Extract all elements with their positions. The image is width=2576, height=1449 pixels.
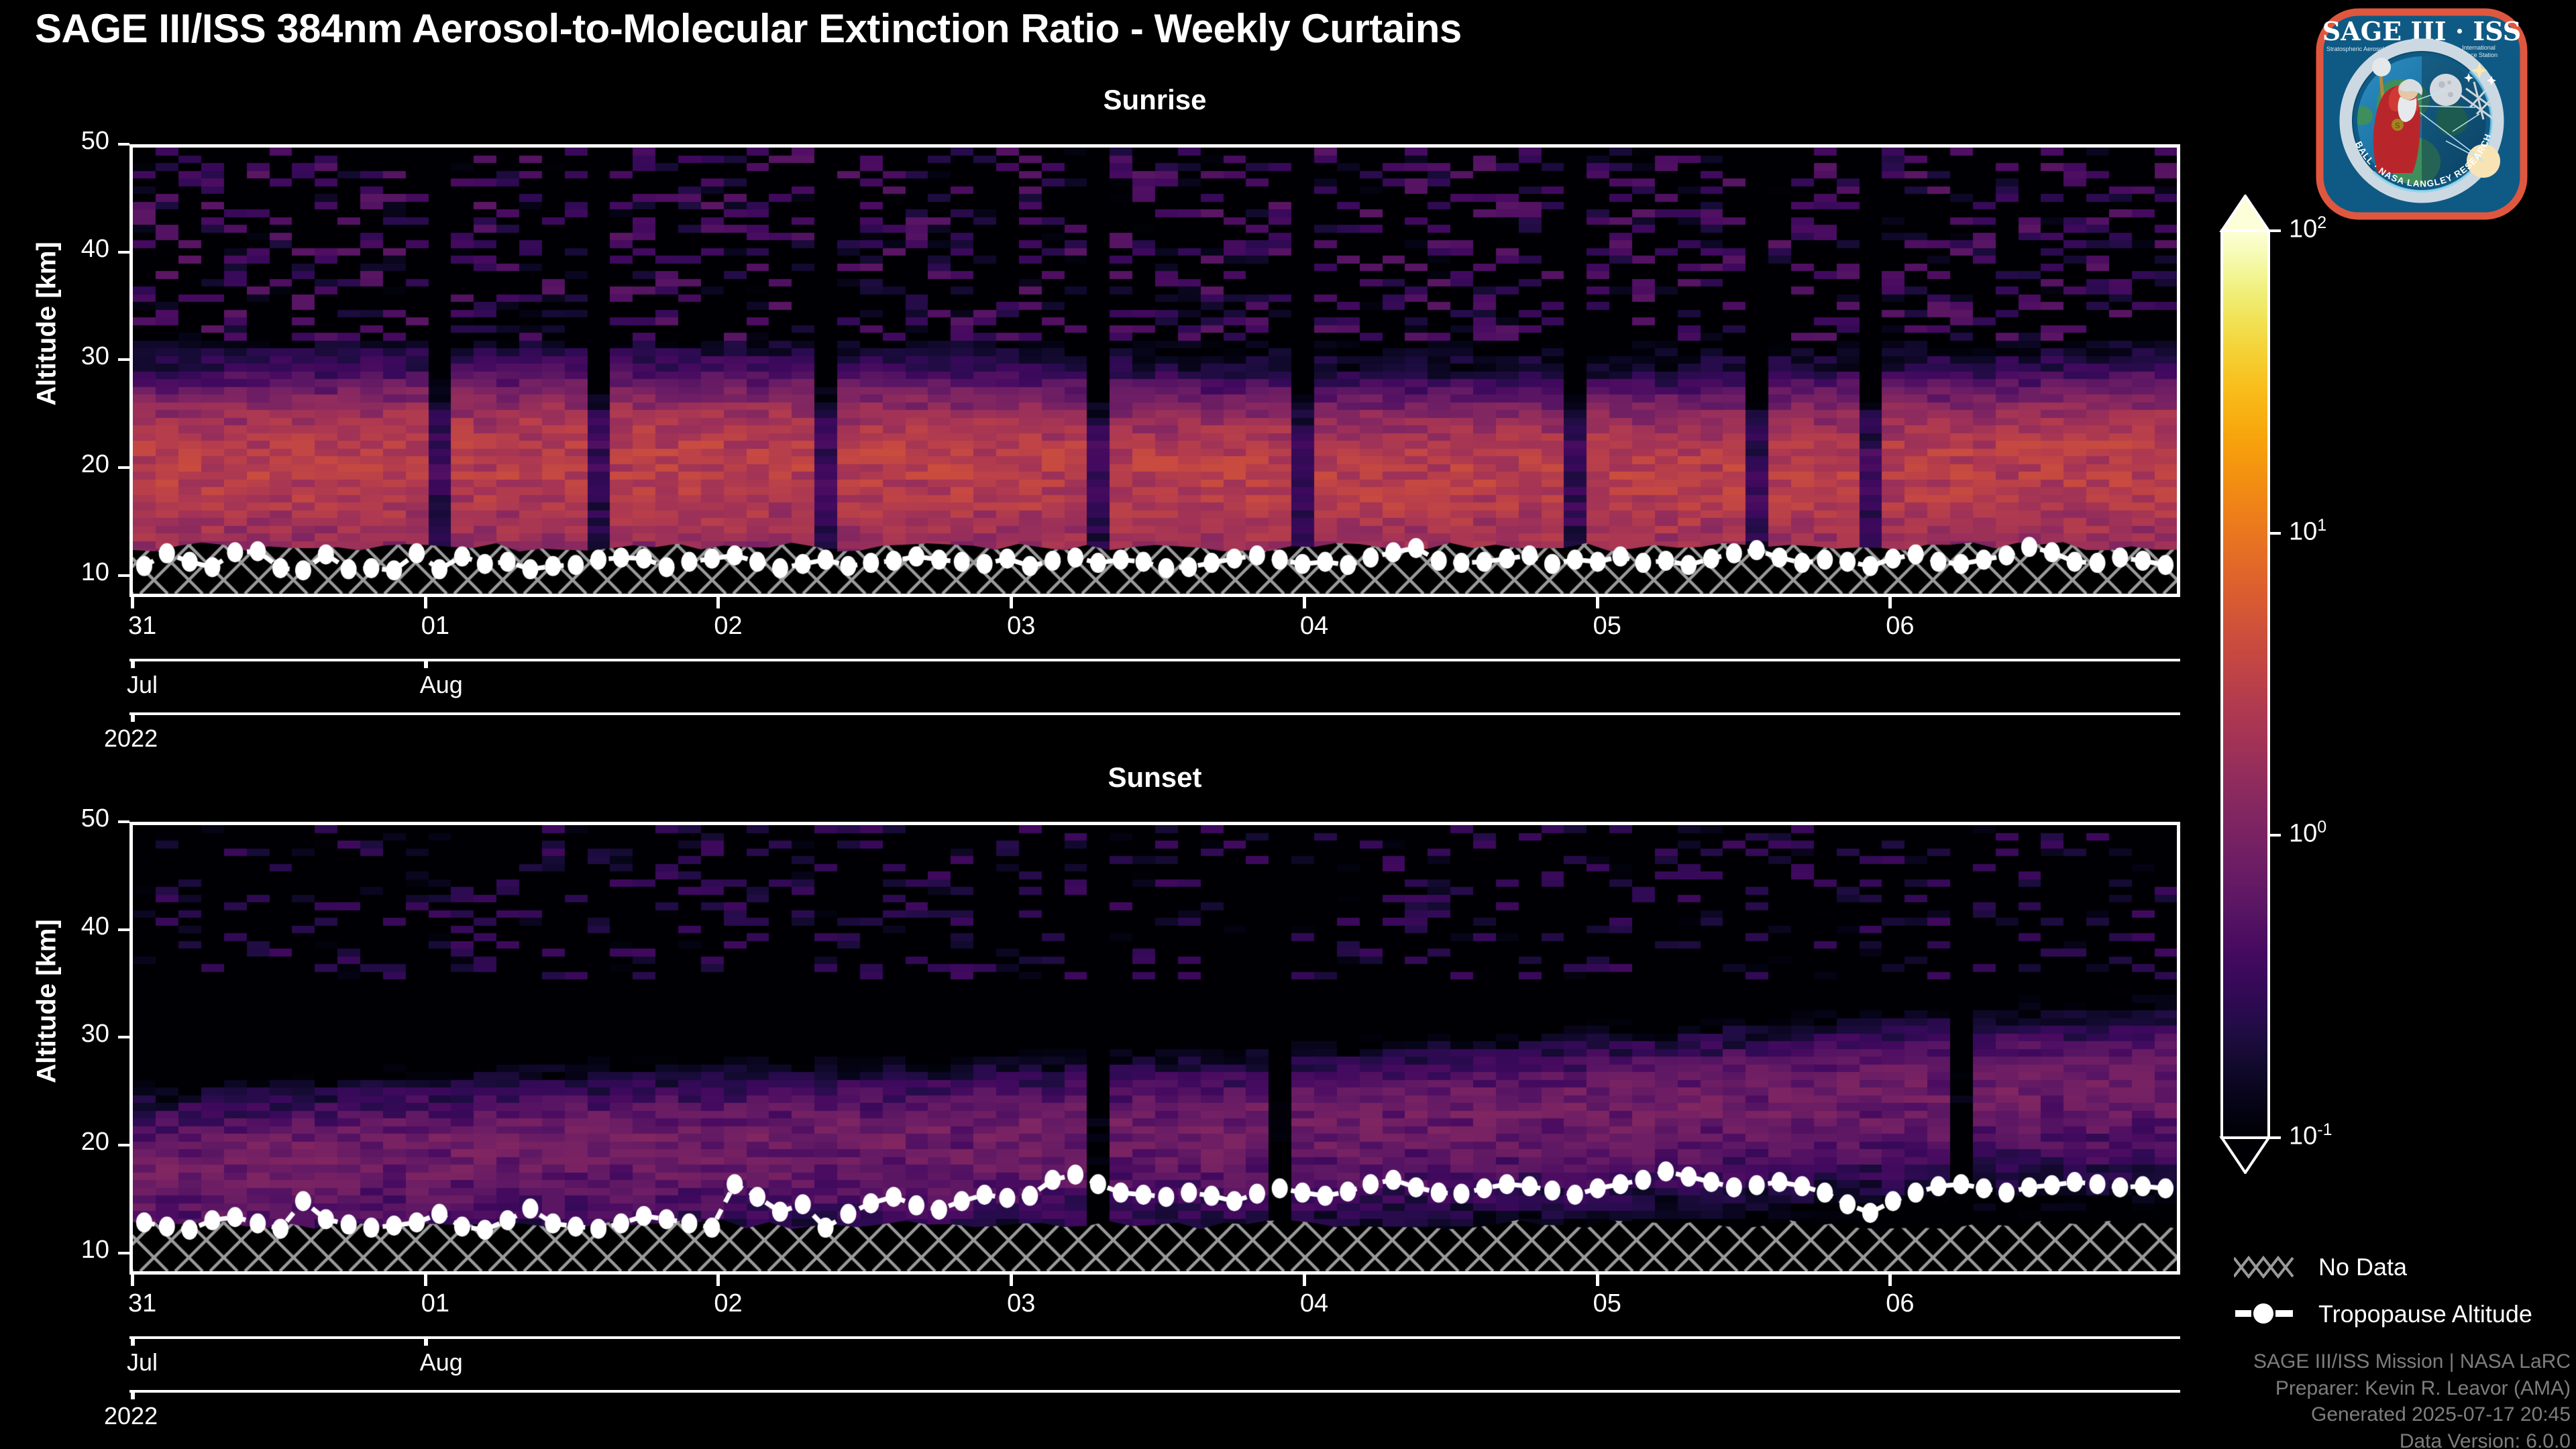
month-tick-mark xyxy=(131,659,135,668)
legend-label-tropopause: Tropopause Altitude xyxy=(2318,1300,2532,1328)
sunset-panel-title: Sunset xyxy=(1108,761,1202,793)
y-tick-mark xyxy=(118,466,129,470)
x-tick-mark xyxy=(1595,597,1599,608)
x-tick-label: 03 xyxy=(1007,1289,1036,1318)
month-label: Jul xyxy=(127,1348,158,1376)
month-label: Aug xyxy=(419,1348,463,1376)
month-label: Jul xyxy=(127,671,158,698)
x-tick-label: 04 xyxy=(1299,612,1329,640)
colorbar-tick-mark xyxy=(2270,531,2281,535)
x-tick-label: 31 xyxy=(128,1289,157,1318)
y-tick-label: 30 xyxy=(80,1020,109,1049)
y-tick-mark xyxy=(118,574,129,577)
x-tick-mark xyxy=(1010,1275,1014,1286)
y-tick-mark xyxy=(118,250,129,254)
month-tick-mark xyxy=(131,1336,135,1346)
sunset-heatmap-plot[interactable] xyxy=(129,822,2180,1275)
x-tick-mark xyxy=(1302,597,1306,608)
colorbar-tick-label: 10-1 xyxy=(2289,1120,2332,1150)
y-tick-label: 20 xyxy=(80,1128,109,1157)
mission-patch-svg: SAGE III · ISS Stratospheric Aerosol and… xyxy=(2311,0,2528,220)
x-tick-mark xyxy=(423,597,427,608)
year-tick-mark xyxy=(131,712,135,722)
x-tick-label: 05 xyxy=(1593,1289,1621,1318)
x-tick-label: 02 xyxy=(714,1289,743,1318)
sunrise-year-level-rule xyxy=(129,712,2180,715)
colorbar-body xyxy=(2220,229,2270,1139)
x-tick-mark xyxy=(716,597,720,608)
x-tick-label: 31 xyxy=(128,612,157,640)
y-tick-mark xyxy=(118,1144,129,1147)
x-tick-mark xyxy=(1595,1275,1599,1286)
year-tick-mark xyxy=(131,1390,135,1399)
y-tick-label: 20 xyxy=(80,450,109,479)
y-tick-mark xyxy=(118,143,129,146)
year-label: 2022 xyxy=(104,724,158,752)
x-tick-label: 06 xyxy=(1886,1289,1915,1318)
credit-line-preparer: Preparer: Kevin R. Leavor (AMA) xyxy=(2275,1377,2571,1399)
sunrise-heatmap-plot[interactable] xyxy=(129,144,2180,597)
x-tick-label: 04 xyxy=(1299,1289,1329,1318)
svg-text:International: International xyxy=(2462,44,2496,51)
credit-line-generated: Generated 2025-07-17 20:45 xyxy=(2311,1403,2571,1426)
y-tick-label: 30 xyxy=(80,342,109,371)
x-tick-label: 03 xyxy=(1007,612,1036,640)
x-tick-mark xyxy=(1888,1275,1892,1286)
sunrise-month-level-rule xyxy=(129,659,2180,661)
colorbar-tick-label: 100 xyxy=(2289,818,2327,848)
credits-block: SAGE III/ISS Mission | NASA LaRC Prepare… xyxy=(2253,1348,2571,1449)
sunset-month-level-rule xyxy=(129,1336,2180,1339)
no-data-hatch-icon xyxy=(2234,1255,2294,1279)
x-tick-mark xyxy=(131,1275,134,1286)
x-tick-label: 01 xyxy=(421,612,449,640)
y-tick-label: 10 xyxy=(80,1235,109,1264)
svg-text:S: S xyxy=(2395,121,2400,130)
svg-text:Space Station: Space Station xyxy=(2460,52,2498,58)
x-tick-mark xyxy=(1888,597,1892,608)
y-tick-label: 40 xyxy=(80,912,109,941)
x-tick-label: 06 xyxy=(1886,612,1915,640)
sunrise-heatmap-canvas xyxy=(133,148,2177,594)
y-tick-mark xyxy=(118,820,129,823)
y-tick-label: 50 xyxy=(80,127,109,155)
sage-iii-iss-logo-icon: SAGE III · ISS Stratospheric Aerosol and… xyxy=(2311,0,2529,221)
x-tick-mark xyxy=(131,597,134,608)
x-tick-mark xyxy=(716,1275,720,1286)
x-tick-label: 02 xyxy=(714,612,743,640)
credit-line-mission: SAGE III/ISS Mission | NASA LaRC xyxy=(2253,1350,2571,1373)
colorbar-tick-label: 102 xyxy=(2289,213,2327,244)
month-tick-mark xyxy=(423,659,428,668)
x-tick-mark xyxy=(423,1275,427,1286)
y-tick-label: 10 xyxy=(80,557,109,586)
month-label: Aug xyxy=(419,671,463,698)
sunset-year-level-rule xyxy=(129,1390,2180,1393)
colorbar-tick-mark xyxy=(2270,834,2281,837)
credit-line-version: Data Version: 6.0.0 xyxy=(2399,1430,2571,1449)
x-tick-label: 01 xyxy=(421,1289,449,1318)
y-tick-mark xyxy=(118,1251,129,1254)
sunset-heatmap-canvas xyxy=(133,825,2177,1271)
y-tick-label: 50 xyxy=(80,804,109,833)
page-title: SAGE III/ISS 384nm Aerosol-to-Molecular … xyxy=(35,6,1462,51)
y-tick-label: 40 xyxy=(80,234,109,263)
colorbar-tick-mark xyxy=(2270,229,2281,232)
sunrise-panel-title: Sunrise xyxy=(1103,84,1207,115)
tropopause-line-marker-icon xyxy=(2235,1303,2293,1324)
y-tick-mark xyxy=(118,1036,129,1039)
x-tick-mark xyxy=(1010,597,1014,608)
x-tick-mark xyxy=(1302,1275,1306,1286)
y-tick-mark xyxy=(118,358,129,362)
y-tick-mark xyxy=(118,928,129,931)
colorbar-tick-label: 101 xyxy=(2289,515,2327,546)
colorbar-extend-min-arrow xyxy=(2219,1136,2271,1174)
colorbar-extend-max-arrow xyxy=(2219,195,2271,232)
legend-label-no-data: No Data xyxy=(2318,1253,2408,1281)
colorbar-gradient xyxy=(2219,195,2271,1174)
colorbar-tick-mark xyxy=(2270,1136,2281,1139)
x-tick-label: 05 xyxy=(1593,612,1621,640)
year-label: 2022 xyxy=(104,1402,158,1430)
month-tick-mark xyxy=(423,1336,428,1346)
